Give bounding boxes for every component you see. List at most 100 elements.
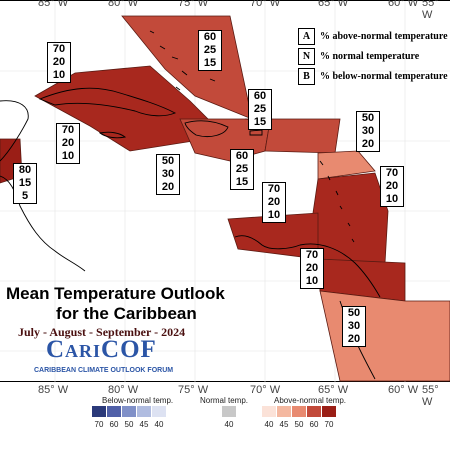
below-scale-tick: 70 (94, 420, 104, 429)
normal-value: 25 (203, 44, 217, 56)
below-scale-tick: 45 (139, 420, 149, 429)
normal-value: 25 (253, 103, 267, 115)
region-leewards (317, 150, 376, 180)
probability-key: A % above-normal temperature N % normal … (298, 22, 450, 90)
key-text: % normal temperature (320, 50, 420, 62)
lon-top-55: 55° W (422, 0, 439, 21)
above-scale-swatch (262, 406, 276, 417)
below-value: 10 (61, 150, 75, 162)
lon-bottom-85: 85° W (38, 384, 69, 396)
above-scale-tick: 60 (309, 420, 319, 429)
above-value: 70 (61, 124, 75, 136)
below-value: 10 (52, 69, 66, 81)
prob-box-leewards: 50 30 20 (356, 111, 380, 152)
lon-bottom-70: 70° W (250, 384, 281, 396)
caribbean-map (0, 1, 450, 383)
above-scale-tick: 45 (279, 420, 289, 429)
prob-box-bahamas: 60 25 15 (198, 30, 222, 71)
prob-box-central-america: 80 15 5 (13, 163, 37, 204)
region-cuba-cayman (34, 65, 226, 152)
above-scale-tick: 40 (264, 420, 274, 429)
above-value: 70 (52, 43, 66, 55)
scale-above-label: Above-normal temp. (274, 396, 347, 405)
above-value: 60 (253, 90, 267, 102)
below-value: 5 (21, 190, 29, 202)
below-scale-swatch (137, 406, 151, 417)
normal-scale-swatch (222, 406, 236, 417)
prob-box-puerto-rico: 60 25 15 (230, 149, 254, 190)
prob-box-abc-islands: 70 20 10 (262, 182, 286, 223)
above-value: 70 (385, 167, 399, 179)
map-title: Mean Temperature Outlook (6, 284, 225, 303)
prob-box-hispaniola: 60 25 15 (248, 89, 272, 130)
map-frame (0, 0, 450, 383)
lon-bottom-60: 60° W (388, 384, 419, 396)
key-text: % above-normal temperature (320, 30, 448, 42)
prob-box-caribbean-sea: 50 30 20 (156, 154, 180, 195)
below-value: 20 (361, 138, 375, 150)
prob-box-jamaica-west: 70 20 10 (56, 123, 80, 164)
key-letter: B (298, 67, 315, 85)
normal-value: 30 (361, 125, 375, 137)
lon-top-65: 65° W (318, 0, 349, 9)
lon-bottom-55: 55° W (422, 384, 439, 408)
above-value: 50 (161, 155, 175, 167)
normal-value: 20 (61, 137, 75, 149)
below-value: 10 (305, 275, 319, 287)
key-row-above: A % above-normal temperature (298, 27, 448, 45)
normal-value: 30 (347, 320, 361, 332)
above-value: 50 (347, 307, 361, 319)
forecast-period: July - August - September - 2024 (18, 325, 186, 339)
above-value: 80 (18, 164, 32, 176)
below-scale-swatch (92, 406, 106, 417)
key-letter: A (298, 27, 315, 45)
above-scale-tick: 70 (324, 420, 334, 429)
above-value: 50 (361, 112, 375, 124)
normal-value: 30 (161, 168, 175, 180)
below-value: 20 (347, 333, 361, 345)
region-guianas (319, 290, 450, 382)
below-value: 15 (253, 116, 267, 128)
scale-normal-label: Normal temp. (200, 396, 249, 405)
prob-box-windwards: 70 20 10 (380, 166, 404, 207)
below-scale-swatch (122, 406, 136, 417)
key-row-normal: N % normal temperature (298, 47, 419, 65)
normal-value: 15 (18, 177, 32, 189)
normal-scale-tick: 40 (224, 420, 234, 429)
below-value: 20 (161, 181, 175, 193)
lon-bottom-75: 75° W (178, 384, 209, 396)
normal-value: 20 (305, 262, 319, 274)
scale-below-label: Below-normal temp. (102, 396, 174, 405)
above-value: 60 (235, 150, 249, 162)
above-value: 60 (203, 31, 217, 43)
lon-bottom-80: 80° W (108, 384, 139, 396)
caricof-logo-subtitle: CARIBBEAN CLIMATE OUTLOOK FORUM (34, 367, 174, 374)
map-subtitle: for the Caribbean (56, 304, 197, 323)
lon-bottom-65: 65° W (318, 384, 349, 396)
below-scale-swatch (107, 406, 121, 417)
lon-top-85: 85° W (38, 0, 69, 9)
lon-top-60: 60° W (388, 0, 419, 9)
prob-box-guianas: 50 30 20 (342, 306, 366, 347)
above-scale-swatch (292, 406, 306, 417)
above-scale-swatch (322, 406, 336, 417)
below-value: 15 (235, 176, 249, 188)
region-windwards (312, 172, 389, 264)
lon-top-80: 80° W (108, 0, 139, 9)
above-scale-swatch (307, 406, 321, 417)
normal-value: 20 (385, 180, 399, 192)
normal-value: 25 (235, 163, 249, 175)
above-scale-swatch (277, 406, 291, 417)
above-value: 70 (305, 249, 319, 261)
key-letter: N (298, 47, 315, 65)
key-text: % below-normal temperature (320, 70, 448, 82)
below-scale-tick: 60 (109, 420, 119, 429)
lon-top-70: 70° W (250, 0, 281, 9)
above-scale-tick: 50 (294, 420, 304, 429)
below-scale-swatch (152, 406, 166, 417)
below-scale-tick: 50 (124, 420, 134, 429)
key-row-below: B % below-normal temperature (298, 67, 448, 85)
caricof-logo: CariCOF (46, 336, 157, 363)
below-value: 10 (385, 193, 399, 205)
